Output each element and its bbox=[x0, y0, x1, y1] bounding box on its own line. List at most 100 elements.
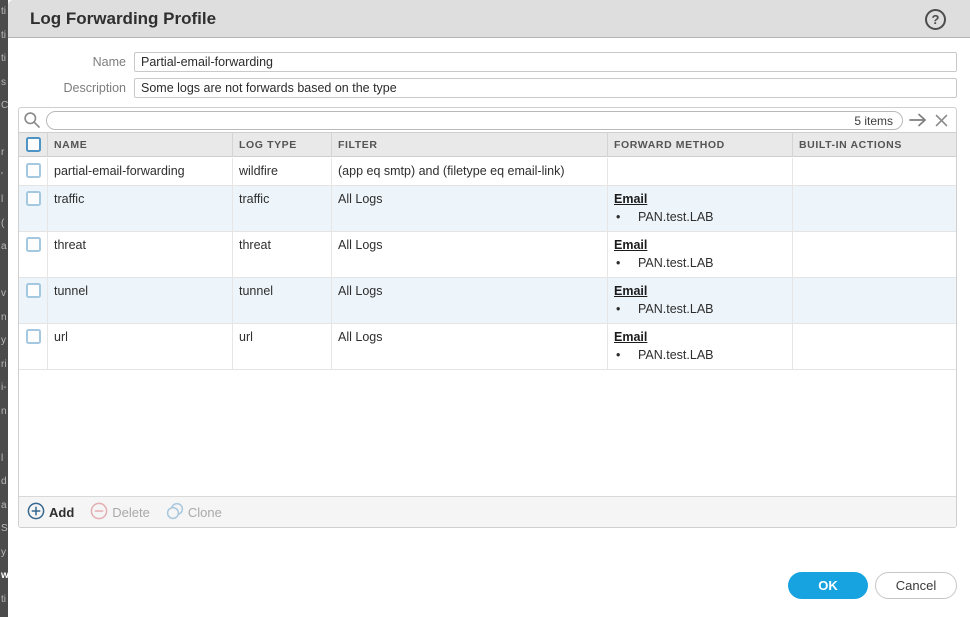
background-text-fragment: l bbox=[1, 452, 4, 464]
apply-filter-arrow-icon[interactable] bbox=[908, 112, 929, 128]
background-text-fragment: a bbox=[1, 499, 7, 511]
forward-method-email-link[interactable]: Email bbox=[614, 192, 648, 206]
row-checkbox-cell bbox=[19, 278, 48, 323]
background-text-fragment: a bbox=[1, 241, 7, 252]
cell-filter: All Logs bbox=[332, 324, 608, 369]
row-checkbox[interactable] bbox=[25, 283, 41, 298]
select-all-checkbox-cell bbox=[19, 133, 48, 156]
forward-method-email-link[interactable]: Email bbox=[614, 330, 648, 344]
add-icon bbox=[27, 502, 45, 523]
row-checkbox[interactable] bbox=[25, 163, 41, 178]
clear-filter-icon[interactable] bbox=[934, 113, 949, 128]
cell-name: partial-email-forwarding bbox=[48, 158, 233, 185]
clone-button[interactable]: Clone bbox=[166, 502, 222, 523]
cell-filter: (app eq smtp) and (filetype eq email-lin… bbox=[332, 158, 608, 185]
table-row[interactable]: traffic traffic All Logs Email • PAN.test.LAB bbox=[19, 186, 956, 232]
cell-built-in-actions bbox=[793, 232, 958, 277]
row-checkbox-cell bbox=[19, 158, 48, 185]
column-header-forward-method[interactable]: FORWARD METHOD bbox=[608, 133, 793, 156]
table-row[interactable]: url url All Logs Email • PAN.test.LAB bbox=[19, 324, 956, 370]
description-label: Description bbox=[63, 81, 126, 95]
cell-log-type: wildfire bbox=[233, 158, 332, 185]
select-all-checkbox[interactable] bbox=[25, 137, 41, 152]
cell-forward-method bbox=[608, 158, 793, 185]
help-icon[interactable]: ? bbox=[925, 9, 946, 30]
forward-method-server-line: • PAN.test.LAB bbox=[614, 302, 786, 317]
background-text-fragment: ( bbox=[1, 217, 5, 229]
cell-built-in-actions bbox=[793, 278, 958, 323]
background-text-fragment: n bbox=[1, 405, 7, 417]
background-text-fragment: ti bbox=[1, 593, 6, 605]
cell-name: url bbox=[48, 324, 233, 369]
forward-method-server-line: • PAN.test.LAB bbox=[614, 256, 786, 271]
table-header-row: NAME LOG TYPE FILTER FORWARD METHOD BUIL… bbox=[19, 132, 956, 157]
row-checkbox-cell bbox=[19, 324, 48, 369]
search-icon[interactable] bbox=[23, 111, 41, 129]
cell-log-type: threat bbox=[233, 232, 332, 277]
forward-method-email-link[interactable]: Email bbox=[614, 238, 648, 252]
background-text-fragment: l bbox=[1, 194, 4, 205]
table-row[interactable]: partial-email-forwarding wildfire (app eq … bbox=[19, 158, 956, 186]
cancel-button[interactable]: Cancel bbox=[875, 572, 957, 599]
cell-log-type: tunnel bbox=[233, 278, 332, 323]
forward-method-server-line: • PAN.test.LAB bbox=[614, 210, 786, 225]
ok-button[interactable]: OK bbox=[788, 572, 868, 599]
table-search-bar: 5 items bbox=[19, 108, 956, 132]
row-checkbox[interactable] bbox=[25, 191, 41, 206]
search-input[interactable]: 5 items bbox=[46, 110, 903, 130]
cell-name: traffic bbox=[48, 186, 233, 231]
row-checkbox[interactable] bbox=[25, 329, 41, 344]
cell-name: tunnel bbox=[48, 278, 233, 323]
background-text-fragment: w bbox=[1, 570, 8, 581]
name-input[interactable] bbox=[134, 52, 957, 72]
clone-icon bbox=[166, 502, 184, 523]
background-text-fragment: i- bbox=[1, 382, 7, 393]
column-header-name[interactable]: NAME bbox=[48, 133, 233, 156]
row-checkbox-cell bbox=[19, 186, 48, 231]
delete-button[interactable]: Delete bbox=[90, 502, 150, 523]
table-row[interactable]: threat threat All Logs Email • PAN.test.LAB bbox=[19, 232, 956, 278]
background-text-fragment: y bbox=[1, 335, 6, 346]
table-row[interactable]: tunnel tunnel All Logs Email • PAN.test.LAB bbox=[19, 278, 956, 324]
row-checkbox-cell bbox=[19, 232, 48, 277]
cell-log-type: traffic bbox=[233, 186, 332, 231]
items-count: 5 items bbox=[854, 113, 893, 128]
background-text-fragment: s bbox=[1, 76, 6, 88]
background-text-fragment: n bbox=[1, 311, 7, 323]
forward-method-email-link[interactable]: Email bbox=[614, 284, 648, 298]
row-checkbox[interactable] bbox=[25, 237, 41, 252]
background-text-fragment: ti bbox=[1, 29, 6, 41]
background-text-fragment: y bbox=[1, 546, 6, 558]
cell-forward-method: Email • PAN.test.LAB bbox=[608, 186, 793, 231]
email-server-item: PAN.test.LAB bbox=[638, 210, 714, 224]
cell-built-in-actions bbox=[793, 186, 958, 231]
match-list-panel: 5 items NAME LOG TYPE FILTER bbox=[18, 107, 957, 528]
cell-forward-method: Email • PAN.test.LAB bbox=[608, 278, 793, 323]
cell-name: threat bbox=[48, 232, 233, 277]
cell-filter: All Logs bbox=[332, 186, 608, 231]
cell-filter: All Logs bbox=[332, 278, 608, 323]
background-text-fragment: ti bbox=[1, 6, 6, 17]
background-text-fragment: r bbox=[1, 147, 5, 158]
description-input[interactable] bbox=[134, 78, 957, 98]
dialog-titlebar: Log Forwarding Profile ? bbox=[8, 0, 970, 38]
column-header-log-type[interactable]: LOG TYPE bbox=[233, 133, 332, 156]
cell-log-type: url bbox=[233, 324, 332, 369]
bullet-icon: • bbox=[616, 348, 621, 362]
background-text-fragment: C bbox=[1, 100, 8, 111]
background-text-fragment: ' bbox=[1, 170, 3, 182]
background-text-fragment: ti bbox=[1, 53, 6, 64]
cell-built-in-actions bbox=[793, 324, 958, 369]
add-button[interactable]: Add bbox=[27, 502, 74, 523]
email-server-item: PAN.test.LAB bbox=[638, 256, 714, 270]
background-text-fragment: ri bbox=[1, 358, 7, 370]
bullet-icon: • bbox=[616, 302, 621, 316]
forward-method-server-line: • PAN.test.LAB bbox=[614, 348, 786, 363]
name-field-row: Name bbox=[8, 52, 970, 72]
cell-built-in-actions bbox=[793, 158, 958, 185]
column-header-built-in-actions[interactable]: BUILT-IN ACTIONS bbox=[799, 138, 902, 151]
cell-forward-method: Email • PAN.test.LAB bbox=[608, 324, 793, 369]
bullet-icon: • bbox=[616, 210, 621, 224]
column-header-filter[interactable]: FILTER bbox=[332, 133, 608, 156]
